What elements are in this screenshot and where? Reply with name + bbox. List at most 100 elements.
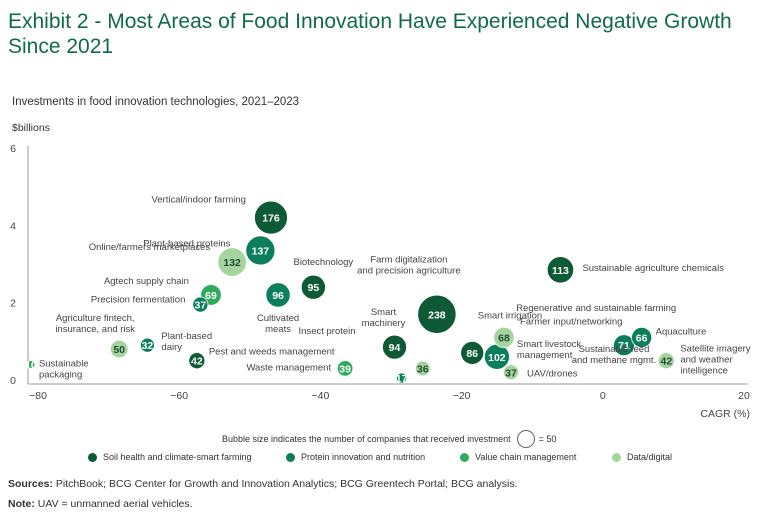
legend-dot bbox=[612, 452, 621, 462]
legend-item-protein: Protein innovation and nutrition bbox=[286, 452, 425, 462]
bubble-label: Waste management bbox=[246, 362, 331, 373]
bubble-label: Smart livestock management bbox=[517, 339, 582, 361]
bubble-size-note: Bubble size indicates the number of comp… bbox=[222, 430, 556, 448]
y-tick-label: 4 bbox=[10, 220, 16, 232]
bubble-label: Online/farmers marketplaces bbox=[89, 242, 211, 253]
size-note-value: = 50 bbox=[538, 434, 557, 444]
bubble-value: 102 bbox=[488, 352, 506, 364]
bubble-value: 37 bbox=[195, 300, 207, 312]
bubble-value: 94 bbox=[389, 342, 401, 354]
bubble-value: 66 bbox=[636, 332, 648, 344]
x-tick-label: −40 bbox=[311, 390, 329, 402]
bubble-label: Agtech supply chain bbox=[104, 276, 189, 287]
bubble bbox=[503, 364, 519, 381]
bubble bbox=[245, 235, 276, 266]
legend-label: Value chain management bbox=[475, 452, 577, 462]
bubble-label: UAV/drones bbox=[527, 368, 578, 379]
bubble-value: 68 bbox=[498, 332, 510, 344]
bubble bbox=[396, 372, 408, 384]
legend-label: Data/digital bbox=[627, 452, 673, 462]
x-tick-label: −80 bbox=[29, 390, 47, 402]
size-note-text: Bubble size indicates the number of comp… bbox=[222, 434, 511, 444]
bubble bbox=[192, 296, 209, 313]
note-line: Note: UAV = unmanned aerial vehicles. bbox=[8, 498, 193, 510]
bubble-value: 176 bbox=[262, 213, 280, 225]
note-text: UAV = unmanned aerial vehicles. bbox=[37, 498, 193, 510]
bubble bbox=[26, 360, 36, 369]
bubble bbox=[265, 282, 291, 308]
bubble-label: Biotechnology bbox=[293, 257, 353, 268]
bubble bbox=[546, 256, 575, 284]
sources-label: Sources: bbox=[8, 478, 53, 490]
x-tick-label: 0 bbox=[600, 390, 606, 402]
x-tick-label: −20 bbox=[453, 390, 471, 402]
size-reference-circle bbox=[516, 430, 535, 448]
bubble-value: 36 bbox=[417, 363, 429, 375]
bubble-value: 86 bbox=[466, 348, 478, 360]
note-label: Note: bbox=[8, 498, 35, 510]
y-tick-label: 0 bbox=[10, 375, 16, 387]
bubble bbox=[631, 326, 653, 348]
bubble-label: Pest and weeds management bbox=[209, 347, 335, 358]
bubble-value: 137 bbox=[252, 245, 270, 257]
bubble-label: Sustainable packaging bbox=[39, 359, 89, 381]
bubble-label: Agriculture fintech, insurance, and risk bbox=[55, 313, 135, 335]
bubble-value: 32 bbox=[142, 340, 154, 352]
sources-line: Sources: PitchBook; BCG Center for Growt… bbox=[8, 478, 518, 490]
bubble bbox=[460, 340, 485, 365]
bubble-label: Satellite imagery and weather intelligence bbox=[680, 344, 750, 377]
bubble-value: 95 bbox=[307, 282, 319, 294]
bubble bbox=[414, 360, 431, 377]
legend-dot bbox=[88, 452, 97, 462]
bubble-label: Smart irrigation bbox=[478, 310, 542, 321]
bubble-label: Sustainable agriculture chemicals bbox=[582, 263, 724, 274]
bubble-value: 69 bbox=[205, 290, 217, 302]
bubble bbox=[109, 339, 129, 359]
bubble-value: 71 bbox=[618, 340, 630, 352]
bubble bbox=[657, 352, 675, 370]
bubble-value: 42 bbox=[191, 356, 203, 368]
bubble-label: Farmer input/networking bbox=[520, 316, 622, 327]
bubble-label: Plant-based proteins bbox=[143, 238, 230, 249]
legend-label: Protein innovation and nutrition bbox=[301, 452, 426, 462]
bubble bbox=[300, 274, 326, 300]
legend-item-data-digital: Data/digital bbox=[612, 452, 672, 462]
legend-item-value-chain: Value chain management bbox=[460, 452, 576, 462]
bubble bbox=[217, 247, 247, 277]
bubble-label: Insect protein bbox=[299, 326, 356, 337]
x-tick-label: 20 bbox=[738, 390, 750, 402]
bubble-value: 39 bbox=[339, 363, 351, 375]
bubble-value: 17 bbox=[396, 373, 408, 385]
chart-subtitle: Investments in food innovation technolog… bbox=[12, 96, 300, 108]
bubble-label: Sustainable feed and methane mgmt. bbox=[572, 344, 657, 366]
bubble-label: Plant-based dairy bbox=[161, 331, 212, 353]
bubble-label: Precision fermentation bbox=[91, 295, 186, 306]
legend-dot bbox=[460, 452, 469, 462]
bubble-label: Regenerative and sustainable farming bbox=[516, 303, 676, 314]
bubble-label: Aquaculture bbox=[656, 326, 707, 337]
y-tick-label: 2 bbox=[10, 298, 16, 310]
bubble-value: 238 bbox=[428, 309, 446, 321]
bubble-value: 113 bbox=[552, 265, 569, 277]
bubble bbox=[382, 334, 407, 360]
bubble-value: 96 bbox=[272, 290, 284, 302]
legend-item-soil-health: Soil health and climate-smart farming bbox=[88, 452, 252, 462]
legend-label: Soil health and climate-smart farming bbox=[103, 452, 252, 462]
bubble-value: 132 bbox=[223, 257, 241, 269]
bubble-label: Smart machinery bbox=[362, 307, 406, 329]
bubble-label: Vertical/indoor farming bbox=[151, 195, 246, 206]
bubble bbox=[336, 360, 354, 377]
bubble-label: Farm digitalization and precision agricul… bbox=[357, 254, 461, 276]
x-axis-title: CAGR (%) bbox=[700, 408, 750, 420]
bubble bbox=[613, 334, 635, 357]
bubble-chart: 0 2 4 6 −80 −60 −40 −20 0 20 CAGR (%) 238 176 137 132 1… bbox=[10, 143, 751, 420]
bubble bbox=[139, 337, 155, 353]
bubble-value: 10 bbox=[25, 360, 37, 372]
chart-title: Exhibit 2 - Most Areas of Food Innovatio… bbox=[8, 10, 732, 58]
sources-text: PitchBook; BCG Center for Growth and Inn… bbox=[55, 478, 518, 490]
bubble-value: 50 bbox=[113, 344, 125, 356]
y-tick-label: 6 bbox=[10, 143, 16, 155]
bubble bbox=[417, 294, 457, 334]
bubble-value: 42 bbox=[660, 356, 672, 368]
legend-dot bbox=[286, 452, 295, 462]
